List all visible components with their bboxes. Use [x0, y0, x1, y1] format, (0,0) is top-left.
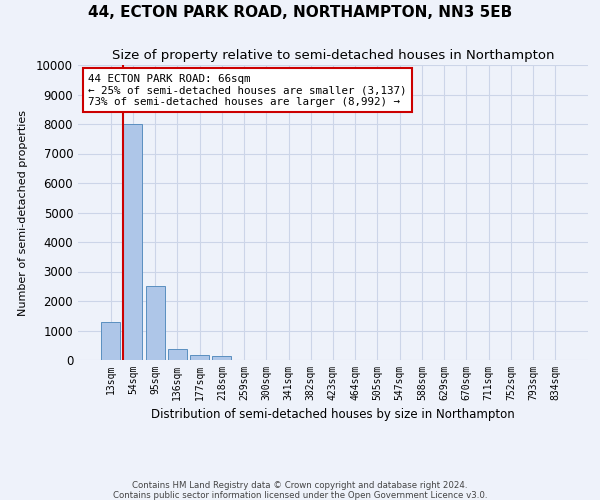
Y-axis label: Number of semi-detached properties: Number of semi-detached properties: [18, 110, 28, 316]
Text: 44, ECTON PARK ROAD, NORTHAMPTON, NN3 5EB: 44, ECTON PARK ROAD, NORTHAMPTON, NN3 5E…: [88, 5, 512, 20]
Bar: [124, 124, 142, 360]
Bar: [212, 356, 231, 360]
Text: Contains public sector information licensed under the Open Government Licence v3: Contains public sector information licen…: [113, 490, 487, 500]
Bar: [168, 349, 187, 360]
Bar: [190, 356, 209, 360]
Text: Contains HM Land Registry data © Crown copyright and database right 2024.: Contains HM Land Registry data © Crown c…: [132, 480, 468, 490]
Text: 44 ECTON PARK ROAD: 66sqm
← 25% of semi-detached houses are smaller (3,137)
73% : 44 ECTON PARK ROAD: 66sqm ← 25% of semi-…: [88, 74, 407, 107]
Bar: [101, 322, 120, 360]
Bar: [146, 286, 164, 360]
Title: Size of property relative to semi-detached houses in Northampton: Size of property relative to semi-detach…: [112, 50, 554, 62]
X-axis label: Distribution of semi-detached houses by size in Northampton: Distribution of semi-detached houses by …: [151, 408, 515, 422]
